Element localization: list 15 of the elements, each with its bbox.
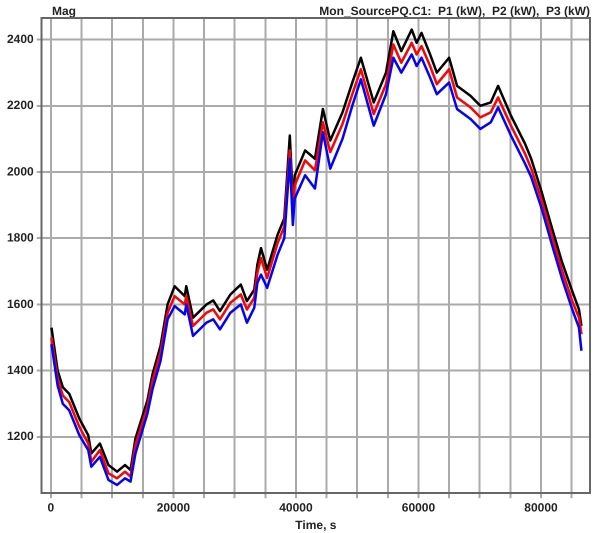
- x-tick-label: 80000: [524, 500, 558, 515]
- y-tick-label: 1200: [6, 429, 34, 444]
- y-tick-label: 1800: [6, 230, 34, 245]
- x-tick-label: 0: [48, 500, 55, 515]
- y-tick-label: 2000: [6, 164, 34, 178]
- y-axis-title: Mag: [52, 4, 76, 18]
- x-tick-label: 60000: [402, 500, 436, 515]
- y-tick-label: 2400: [6, 32, 34, 46]
- y-tick-label: 2200: [6, 98, 34, 112]
- y-tick-label: 1600: [6, 296, 34, 311]
- chart-title: Mon_SourcePQ.C1: P1 (kW), P2 (kW), P3 (kW): [319, 4, 590, 18]
- y-tick-label: 1400: [6, 362, 34, 377]
- x-tick-label: 20000: [156, 500, 190, 515]
- x-axis-title: Time, s: [295, 518, 337, 532]
- x-tick-label: 40000: [279, 500, 313, 515]
